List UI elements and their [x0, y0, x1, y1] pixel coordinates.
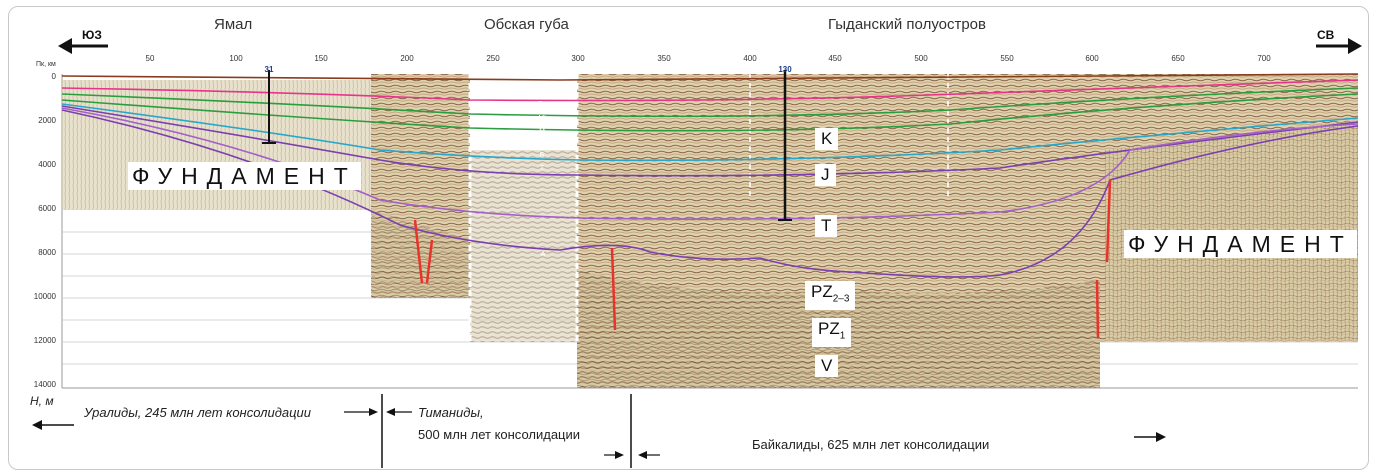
- y-tick: 8000: [38, 248, 56, 257]
- timanides-caption-2: 500 млн лет консолидации: [418, 427, 581, 442]
- region-gydan: Гыданский полуостров: [828, 16, 986, 33]
- horizon-label: М': [538, 115, 545, 122]
- y-tick: 10000: [34, 292, 57, 301]
- well-31: 31: [262, 65, 276, 144]
- x-tick: 500: [914, 54, 928, 63]
- boundary-lines: [381, 394, 632, 468]
- complex-pz23-label: PZ2–3: [805, 281, 856, 311]
- x-tick: 100: [229, 54, 243, 63]
- x-tick: 250: [486, 54, 500, 63]
- basement-right-label: ФУНДАМЕНТ: [1124, 230, 1357, 258]
- direction-sw-label: ЮЗ: [82, 28, 102, 42]
- baikalides-caption: Байкалиды, 625 млн лет консолидации: [752, 437, 990, 452]
- complex-pz1-label: PZ1: [812, 318, 852, 348]
- y-tick: 0: [52, 72, 57, 81]
- y-tick: 14000: [34, 380, 57, 389]
- horizon-label: А: [541, 251, 546, 258]
- x-tick: 50: [146, 54, 155, 63]
- x-tick: 400: [743, 54, 757, 63]
- y-tick: 4000: [38, 160, 56, 169]
- x-tick: 600: [1085, 54, 1099, 63]
- well-31-label: 31: [265, 65, 274, 74]
- direction-ne-label: СВ: [1317, 28, 1335, 42]
- y-axis-label: H, м: [30, 394, 54, 408]
- complex-t-label: T: [815, 215, 838, 237]
- horizon-label: С: [537, 91, 542, 98]
- horizon-labels: С Г М' М Б Т А: [537, 91, 545, 258]
- x-axis-ticks: 50 100 150 200 250 300 350 400 450 500 5…: [146, 54, 1272, 63]
- uralides-caption: Уралиды, 245 млн лет консолидации: [84, 405, 312, 420]
- arrow-ne-icon: [1316, 38, 1362, 54]
- y-axis-ticks: 0 2000 4000 6000 8000 10000 12000 14000: [34, 72, 57, 389]
- basement-left-label: ФУНДАМЕНТ: [128, 162, 361, 190]
- arrow-sw-icon: [58, 38, 108, 54]
- x-tick: 200: [400, 54, 414, 63]
- x-tick: 150: [314, 54, 328, 63]
- complex-v-label: V: [815, 355, 839, 377]
- complex-k-label: K: [815, 128, 839, 150]
- horizon-label: Б: [540, 152, 545, 159]
- horizon-label: М: [539, 128, 545, 135]
- well-130: 130: [778, 65, 792, 221]
- region-ob-bay: Обская губа: [484, 16, 569, 33]
- x-tick: 350: [657, 54, 671, 63]
- y-tick: 12000: [34, 336, 57, 345]
- y-tick: 2000: [38, 116, 56, 125]
- faults: [413, 179, 1112, 339]
- x-unit-label: Пк, км: [36, 61, 56, 68]
- bottom-arrows: [32, 408, 1166, 459]
- y-tick: 6000: [38, 204, 56, 213]
- horizon-label: Г: [538, 101, 542, 108]
- x-tick: 450: [828, 54, 842, 63]
- complex-j-label: J: [815, 164, 836, 186]
- timanides-caption-1: Тиманиды,: [418, 405, 484, 420]
- x-tick: 550: [1000, 54, 1014, 63]
- x-tick: 700: [1257, 54, 1271, 63]
- horizon-label: Т: [540, 165, 545, 172]
- x-tick: 650: [1171, 54, 1185, 63]
- well-130-label: 130: [778, 65, 792, 74]
- region-yamal: Ямал: [214, 16, 253, 33]
- x-tick: 300: [571, 54, 585, 63]
